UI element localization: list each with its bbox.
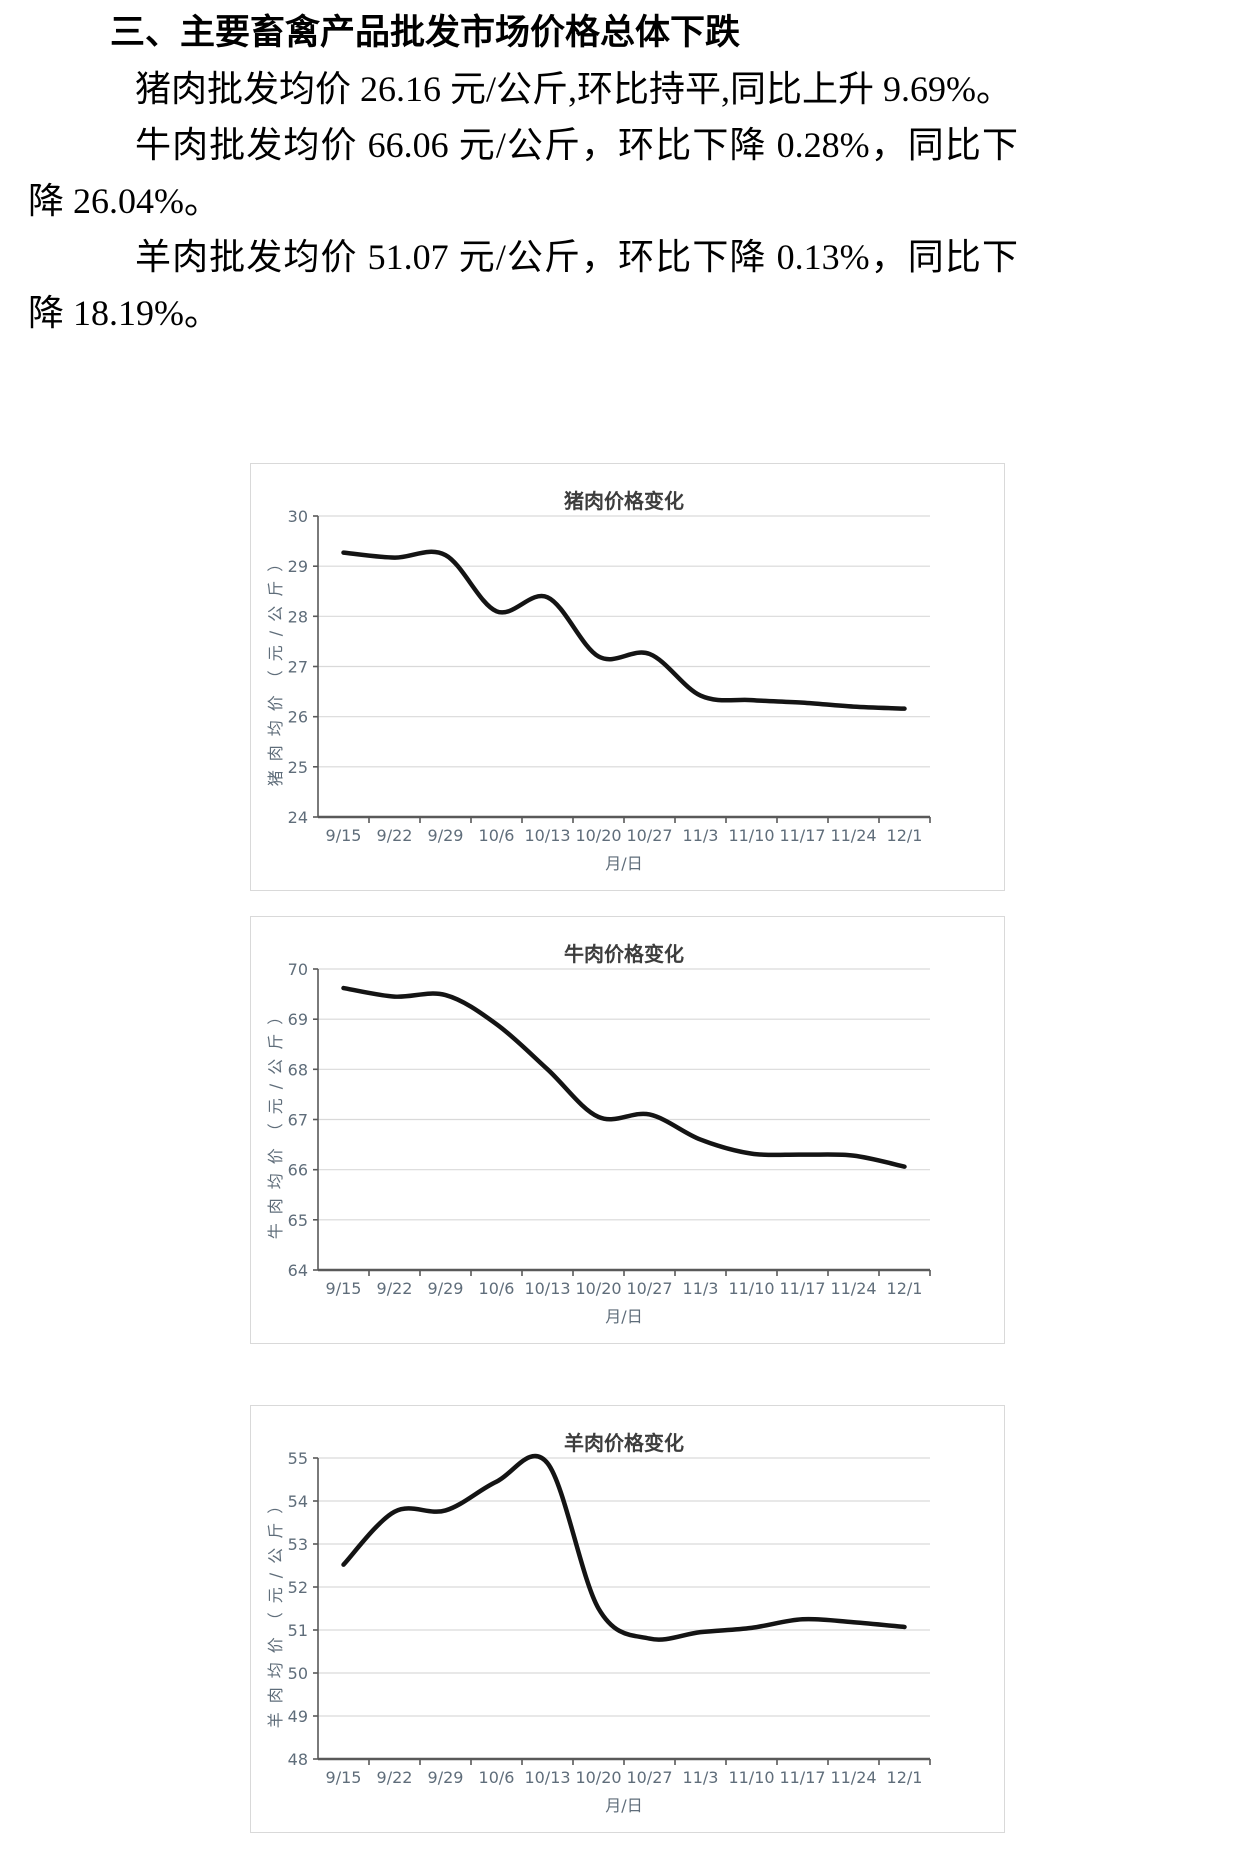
y-tick-label: 66: [288, 1161, 308, 1180]
y-tick-label: 64: [288, 1261, 308, 1280]
report-text-block: 三、主要畜禽产品批发市场价格总体下跌 猪肉批发均价 26.16 元/公斤,环比持…: [28, 4, 1018, 341]
mutton-price-chart: 48 49 50 51 52 53 54 55 9/15 9/22 9/29 10/6 10/13 10/…: [250, 1405, 1005, 1833]
x-tick-label: 10/27: [626, 1279, 672, 1298]
x-tick-label: 9/22: [377, 826, 413, 845]
y-tick-label: 67: [288, 1111, 308, 1130]
y-tick-label: 55: [288, 1449, 308, 1468]
y-tick-label: 68: [288, 1060, 308, 1079]
x-tick-label: 10/27: [626, 1768, 672, 1787]
pork-summary-line: 猪肉批发均价 26.16 元/公斤,环比持平,同比上升 9.69%。: [135, 69, 1012, 109]
x-tick-label: 11/3: [683, 1768, 719, 1787]
y-tick-label: 52: [288, 1578, 308, 1597]
x-axis-title: 月/日: [605, 1307, 642, 1326]
x-tick-label: 11/3: [683, 1279, 719, 1298]
mutton-summary-line-2: 降 18.19%。: [28, 293, 220, 333]
y-tick-label: 27: [288, 658, 308, 677]
price-line: [341, 1453, 907, 1642]
beef-summary-line-1: 牛肉批发均价 66.06 元/公斤，环比下降 0.28%，同比下: [135, 125, 1018, 165]
y-tick-label: 53: [288, 1535, 308, 1554]
x-tick-label: 10/20: [575, 1279, 621, 1298]
x-tick-label: 11/10: [728, 1768, 774, 1787]
x-tick-label: 9/22: [377, 1768, 413, 1787]
y-tick-label: 29: [288, 557, 308, 576]
x-tick-label: 11/17: [779, 1768, 825, 1787]
x-tick-label: 12/1: [887, 1279, 923, 1298]
x-tick-label: 9/29: [428, 1768, 464, 1787]
x-tick-label: 11/24: [830, 826, 876, 845]
mutton-price-chart-svg: 48 49 50 51 52 53 54 55 9/15 9/22 9/29 10/6 10/13 10/…: [266, 1431, 931, 1815]
y-tick-label: 69: [288, 1010, 308, 1029]
y-axis-title: 羊肉均价（元/公斤）: [266, 1489, 285, 1728]
price-line: [341, 549, 907, 711]
x-tick-label: 11/10: [728, 1279, 774, 1298]
y-tick-label: 50: [288, 1664, 308, 1683]
beef-price-chart: 64 65 66 67 68 69 70 9/15 9/22 9/29 10/6 10/13 10/20…: [250, 916, 1005, 1344]
x-tick-label: 10/20: [575, 1768, 621, 1787]
y-tick-label: 65: [288, 1211, 308, 1230]
x-tick-label: 9/22: [377, 1279, 413, 1298]
y-tick-label: 70: [288, 960, 308, 979]
chart-title: 羊肉价格变化: [564, 1431, 684, 1455]
section-heading: 三、主要畜禽产品批发市场价格总体下跌: [110, 13, 741, 52]
pork-price-chart-svg: 24 25 26 27 28 29 30 9/15 9/22 9/29 10/6 10/13 10/20…: [266, 489, 931, 873]
x-tick-label: 9/15: [326, 1279, 362, 1298]
y-tick-label: 54: [288, 1492, 308, 1511]
y-tick-label: 30: [288, 507, 308, 526]
x-tick-label: 10/13: [524, 1768, 570, 1787]
x-axis-title: 月/日: [605, 1796, 642, 1815]
x-tick-label: 10/6: [479, 1768, 515, 1787]
chart-stack: 24 25 26 27 28 29 30 9/15 9/22 9/29 10/6 10/13 10/20…: [0, 463, 1250, 1833]
chart-title: 牛肉价格变化: [564, 942, 684, 966]
price-line: [341, 985, 907, 1169]
y-tick-label: 51: [288, 1621, 308, 1640]
x-axis-title: 月/日: [605, 854, 642, 873]
y-tick-label: 28: [288, 607, 308, 626]
x-tick-label: 11/10: [728, 826, 774, 845]
x-tick-label: 10/6: [479, 1279, 515, 1298]
y-axis-title: 猪肉均价（元/公斤）: [266, 547, 285, 786]
mutton-summary-line-1: 羊肉批发均价 51.07 元/公斤，环比下降 0.13%，同比下: [135, 237, 1018, 277]
x-tick-label: 10/13: [524, 826, 570, 845]
x-tick-label: 11/17: [779, 826, 825, 845]
beef-price-chart-svg: 64 65 66 67 68 69 70 9/15 9/22 9/29 10/6 10/13 10/20…: [266, 942, 931, 1326]
pork-price-chart: 24 25 26 27 28 29 30 9/15 9/22 9/29 10/6 10/13 10/20…: [250, 463, 1005, 891]
y-axis-title: 牛肉均价（元/公斤）: [266, 1000, 285, 1239]
x-tick-label: 10/6: [479, 826, 515, 845]
x-tick-label: 9/29: [428, 826, 464, 845]
y-tick-label: 24: [288, 808, 308, 827]
x-tick-label: 12/1: [887, 826, 923, 845]
x-tick-label: 9/29: [428, 1279, 464, 1298]
x-tick-label: 11/3: [683, 826, 719, 845]
x-tick-label: 10/27: [626, 826, 672, 845]
x-tick-label: 11/24: [830, 1279, 876, 1298]
y-tick-label: 26: [288, 708, 308, 727]
y-tick-label: 49: [288, 1707, 308, 1726]
x-tick-label: 12/1: [887, 1768, 923, 1787]
x-tick-label: 11/24: [830, 1768, 876, 1787]
chart-title: 猪肉价格变化: [564, 489, 684, 513]
x-tick-label: 10/20: [575, 826, 621, 845]
x-tick-label: 9/15: [326, 826, 362, 845]
x-tick-label: 11/17: [779, 1279, 825, 1298]
beef-summary-line-2: 降 26.04%。: [28, 181, 220, 221]
y-tick-label: 25: [288, 758, 308, 777]
x-tick-label: 10/13: [524, 1279, 570, 1298]
x-tick-label: 9/15: [326, 1768, 362, 1787]
y-tick-label: 48: [288, 1750, 308, 1769]
